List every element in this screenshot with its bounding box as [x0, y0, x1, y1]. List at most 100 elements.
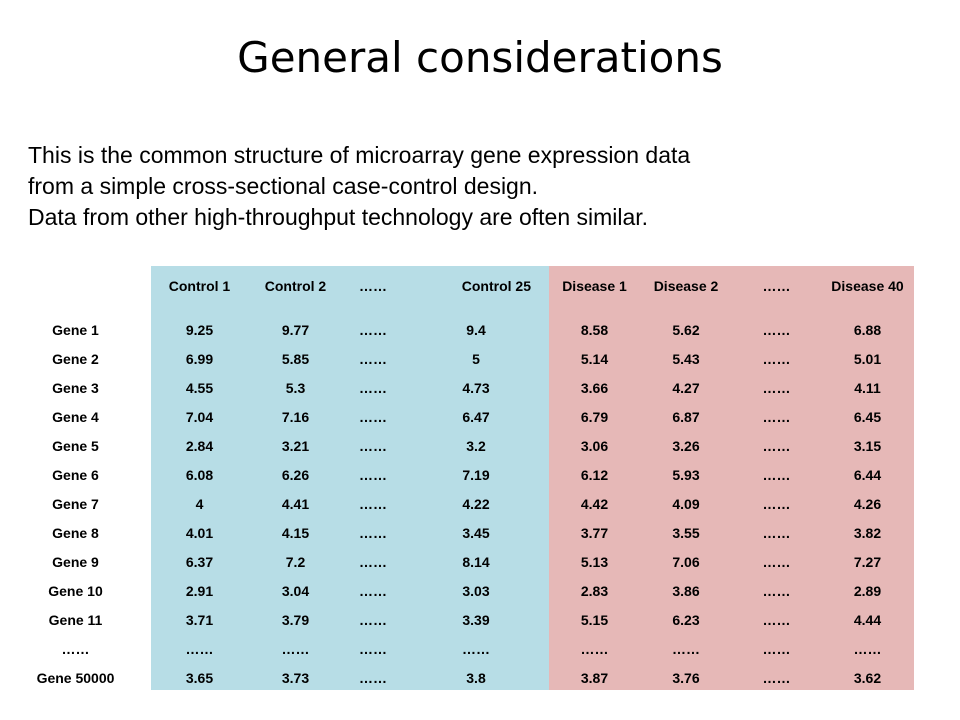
table-cell: 6.26 — [281, 466, 310, 483]
table-cell: 5.85 — [281, 350, 310, 367]
table-cell: 5.3 — [285, 379, 306, 396]
column-header: Control 25 — [461, 278, 531, 294]
table-cell: 4.44 — [853, 611, 882, 628]
table-cell: 5.13 — [580, 553, 609, 570]
table-cell: 3.26 — [672, 437, 700, 454]
disease-group-background — [549, 266, 914, 690]
intro-text: This is the common structure of microarr… — [28, 140, 938, 233]
column-header: …… — [762, 278, 791, 294]
table-cell: 6.45 — [853, 408, 882, 425]
table-cell: …… — [359, 553, 387, 570]
row-label: Gene 1 — [52, 321, 99, 338]
table-row: Gene 1 9.25 9.77 …… 9.4 8.58 5.62 …… 6.88 — [0, 315, 914, 344]
table-cell: …… — [853, 640, 882, 657]
row-label: Gene 6 — [52, 466, 99, 483]
table-cell: …… — [359, 524, 387, 541]
table-cell: 6.99 — [185, 350, 214, 367]
table-cell: 4 — [195, 495, 204, 512]
table-cell: 3.79 — [281, 611, 310, 628]
table-cell: 5.14 — [580, 350, 609, 367]
table-cell: …… — [359, 669, 387, 686]
table-cell: …… — [762, 408, 791, 425]
table-cell: 3.45 — [462, 524, 490, 541]
table-cell: 3.71 — [185, 611, 214, 628]
table-row: Gene 3 4.55 5.3 …… 4.73 3.66 4.27 …… 4.11 — [0, 373, 914, 402]
table-cell: …… — [185, 640, 214, 657]
table-cell: …… — [762, 524, 791, 541]
column-header: Disease 2 — [653, 278, 719, 294]
table-row: Gene 9 6.37 7.2 …… 8.14 5.13 7.06 …… 7.27 — [0, 547, 914, 576]
row-label: Gene 5 — [52, 437, 99, 454]
header-spacer — [0, 306, 914, 315]
table-cell: 9.77 — [281, 321, 310, 338]
table-cell: 5.15 — [580, 611, 609, 628]
table-cell: 4.09 — [672, 495, 700, 512]
table-cell: 6.08 — [185, 466, 214, 483]
row-label: Gene 3 — [52, 379, 99, 396]
table-cell: 7.06 — [672, 553, 700, 570]
table-cell: 3.65 — [185, 669, 214, 686]
column-header: Disease 40 — [831, 278, 904, 294]
table-cell: 7.27 — [853, 553, 882, 570]
table-row: Gene 7 4 4.41 …… 4.22 4.42 4.09 …… 4.26 — [0, 489, 914, 518]
table-cell: 3.73 — [281, 669, 310, 686]
row-label: Gene 50000 — [36, 669, 115, 686]
row-label: Gene 8 — [52, 524, 99, 541]
table-row: Gene 8 4.01 4.15 …… 3.45 3.77 3.55 …… 3.82 — [0, 518, 914, 547]
table-cell: …… — [359, 582, 387, 599]
table-cell: …… — [762, 582, 791, 599]
table-row: Gene 6 6.08 6.26 …… 7.19 6.12 5.93 …… 6.44 — [0, 460, 914, 489]
table-cell: 4.22 — [462, 495, 490, 512]
table-row: Gene 4 7.04 7.16 …… 6.47 6.79 6.87 …… 6.45 — [0, 402, 914, 431]
table-cell: 3.76 — [672, 669, 700, 686]
table-cell: 6.47 — [462, 408, 490, 425]
table-cell: …… — [359, 321, 387, 338]
table-cell: 3.21 — [281, 437, 310, 454]
table-cell: 3.2 — [466, 437, 486, 454]
table-cell: …… — [762, 466, 791, 483]
table-row: Gene 5 2.84 3.21 …… 3.2 3.06 3.26 …… 3.15 — [0, 431, 914, 460]
table-cell: …… — [359, 408, 387, 425]
table-row: …… …… …… …… …… …… …… …… …… — [0, 634, 914, 663]
table-row: Gene 50000 3.65 3.73 …… 3.8 3.87 3.76 …… 3.62 — [0, 663, 914, 692]
table-cell: 3.06 — [580, 437, 609, 454]
table-cell: …… — [762, 495, 791, 512]
header-row: Control 1 Control 2 …… Control 25 Diseas… — [0, 266, 914, 306]
table-cell: 3.62 — [853, 669, 882, 686]
intro-line: from a simple cross-sectional case-contr… — [28, 173, 539, 199]
table-cell: 4.42 — [580, 495, 609, 512]
table-cell: 2.89 — [853, 582, 882, 599]
column-header: Control 2 — [264, 278, 327, 294]
table-cell: 5 — [472, 350, 480, 367]
table-cell: 8.58 — [580, 321, 609, 338]
table-cell: 8.14 — [462, 553, 490, 570]
table-cell: 3.66 — [580, 379, 609, 396]
expression-table: Control 1 Control 2 …… Control 25 Diseas… — [0, 266, 914, 692]
row-label: Gene 2 — [52, 350, 99, 367]
expression-data-table: Control 1 Control 2 …… Control 25 Diseas… — [0, 266, 914, 690]
table-cell: 3.86 — [672, 582, 700, 599]
table-cell: 3.39 — [462, 611, 490, 628]
table-cell: 2.83 — [580, 582, 609, 599]
table-cell: 7.16 — [281, 408, 310, 425]
table-cell: …… — [762, 640, 791, 657]
table-cell: 9.25 — [185, 321, 214, 338]
table-cell: 5.93 — [672, 466, 700, 483]
table-cell: 6.87 — [672, 408, 700, 425]
table-cell: 7.2 — [285, 553, 306, 570]
table-cell: 3.55 — [672, 524, 700, 541]
table-cell: …… — [762, 350, 791, 367]
row-label: Gene 10 — [48, 582, 103, 599]
table-cell: 9.4 — [466, 321, 486, 338]
table-cell: 6.88 — [853, 321, 882, 338]
table-cell: …… — [672, 640, 700, 657]
table-cell: 4.26 — [853, 495, 882, 512]
table-cell: 5.43 — [672, 350, 700, 367]
table-cell: 7.04 — [185, 408, 214, 425]
table-cell: …… — [359, 640, 387, 657]
table-cell: 4.11 — [854, 379, 881, 396]
table-cell: …… — [762, 669, 791, 686]
table-cell: …… — [762, 553, 791, 570]
table-row: Gene 2 6.99 5.85 …… 5 5.14 5.43 …… 5.01 — [0, 344, 914, 373]
table-cell: …… — [359, 611, 387, 628]
